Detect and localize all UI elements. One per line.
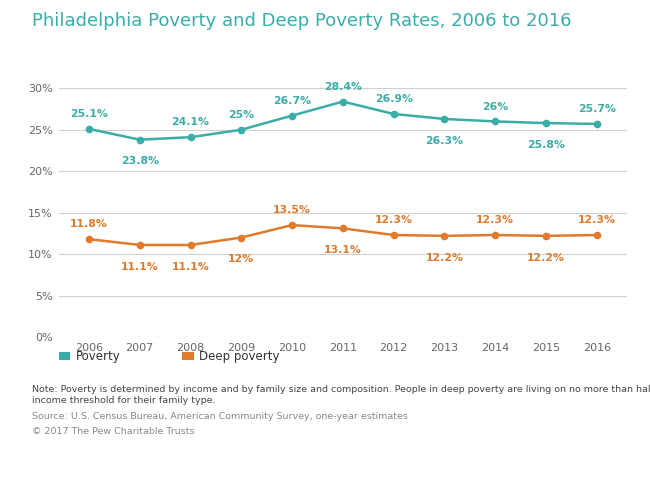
Text: income threshold for their family type.: income threshold for their family type.	[32, 396, 216, 405]
Text: 26.7%: 26.7%	[273, 96, 311, 106]
Text: Note: Poverty is determined by income and by family size and composition. People: Note: Poverty is determined by income an…	[32, 385, 650, 394]
Text: 23.8%: 23.8%	[121, 156, 159, 166]
Text: 12.3%: 12.3%	[578, 215, 616, 225]
Text: 26.9%: 26.9%	[374, 94, 413, 104]
Text: 11.8%: 11.8%	[70, 219, 108, 229]
Text: Source: U.S. Census Bureau, American Community Survey, one-year estimates: Source: U.S. Census Bureau, American Com…	[32, 412, 408, 421]
Text: 11.1%: 11.1%	[172, 261, 209, 272]
Text: 12.3%: 12.3%	[476, 215, 514, 225]
Text: 26%: 26%	[482, 102, 508, 112]
Text: © 2017 The Pew Charitable Trusts: © 2017 The Pew Charitable Trusts	[32, 427, 195, 436]
Text: 13.5%: 13.5%	[273, 206, 311, 216]
Text: 25%: 25%	[228, 110, 254, 120]
Text: 25.1%: 25.1%	[70, 109, 108, 119]
Text: 12.2%: 12.2%	[527, 252, 565, 262]
Text: Poverty: Poverty	[75, 349, 120, 363]
Text: 26.3%: 26.3%	[425, 136, 463, 146]
Text: Deep poverty: Deep poverty	[199, 349, 280, 363]
Text: 25.8%: 25.8%	[527, 140, 565, 150]
Text: 24.1%: 24.1%	[172, 118, 209, 128]
Text: Philadelphia Poverty and Deep Poverty Rates, 2006 to 2016: Philadelphia Poverty and Deep Poverty Ra…	[32, 12, 572, 30]
Text: 12%: 12%	[228, 254, 254, 264]
Text: 28.4%: 28.4%	[324, 82, 362, 92]
Text: 12.3%: 12.3%	[374, 215, 413, 225]
Text: 12.2%: 12.2%	[426, 252, 463, 262]
Text: 25.7%: 25.7%	[578, 104, 616, 114]
Text: 13.1%: 13.1%	[324, 245, 362, 255]
Text: 11.1%: 11.1%	[121, 261, 159, 272]
